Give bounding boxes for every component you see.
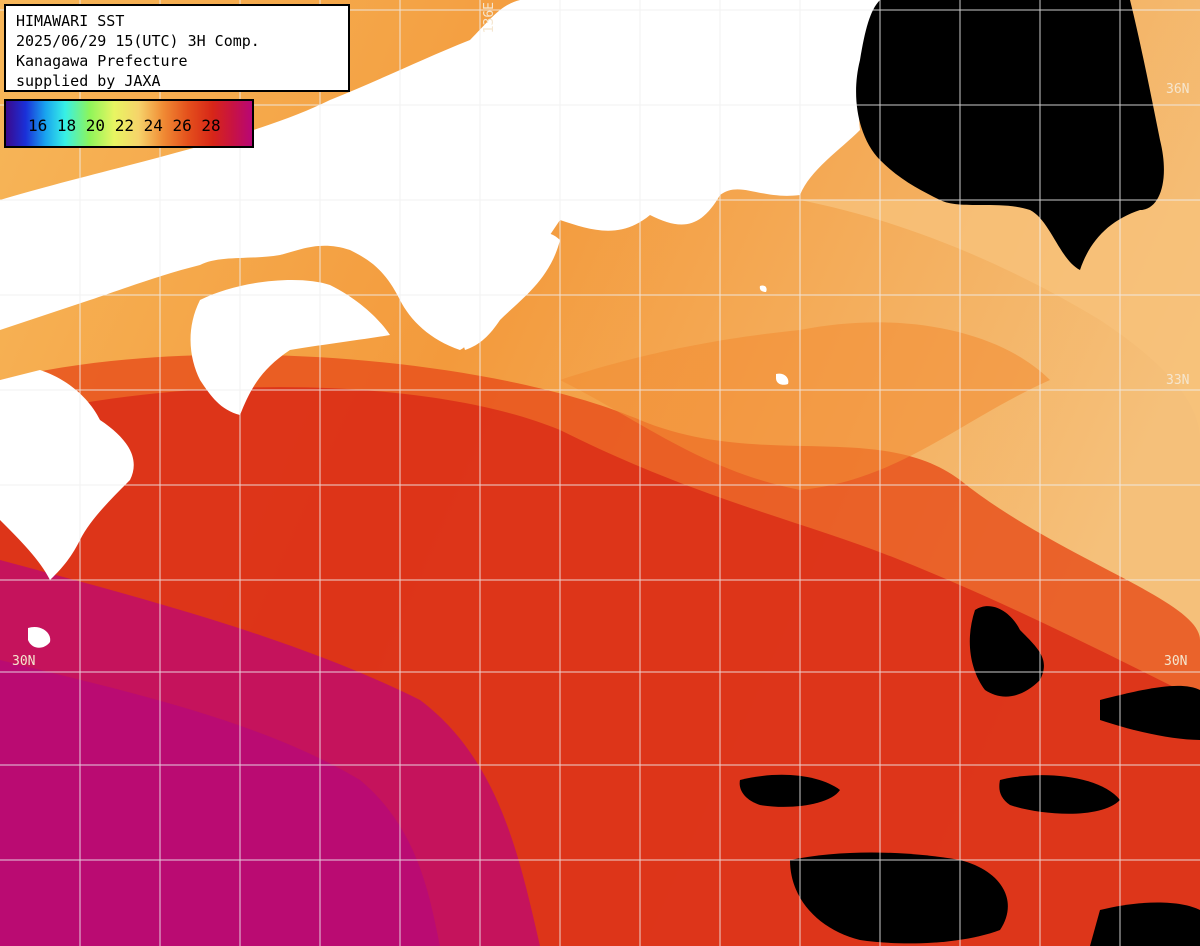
lat-label-30n-left: 30N	[12, 654, 36, 669]
cloud-e2	[1100, 685, 1200, 740]
cool-mid	[560, 322, 1050, 490]
lat-label-33n: 33N	[1166, 373, 1190, 388]
land-islet-1	[28, 626, 51, 648]
lat-label-36n: 36N	[1166, 82, 1190, 97]
title-box: HIMAWARI SST 2025/06/29 15(UTC) 3H Comp.…	[4, 4, 350, 92]
land-kyushu	[0, 370, 134, 580]
magenta-core	[0, 660, 440, 946]
cloud-s3	[739, 774, 840, 807]
land-kii	[458, 231, 560, 350]
land-islet-2	[776, 373, 789, 385]
land-islet-3	[759, 285, 767, 292]
cloud-ne	[856, 0, 1164, 270]
cool-ne	[800, 200, 1200, 440]
cloud-s2	[1090, 902, 1200, 946]
temperature-color-legend: 16 18 20 22 24 26 28	[4, 99, 254, 148]
title-line-supplier: supplied by JAXA	[16, 72, 161, 90]
lon-label-136e: 136E	[482, 2, 497, 34]
title-line-datetime: 2025/06/29 15(UTC) 3H Comp.	[16, 32, 260, 50]
cloud-e1	[969, 606, 1044, 697]
legend-tick-labels: 16 18 20 22 24 26 28	[28, 116, 221, 135]
cloud-s1	[790, 852, 1008, 944]
land-honshu	[0, 0, 880, 350]
title-line-product: HIMAWARI SST	[16, 12, 125, 30]
title-line-prefecture: Kanagawa Prefecture	[16, 52, 188, 70]
lat-label-30n-right: 30N	[1164, 654, 1188, 669]
cloud-s4	[999, 775, 1120, 814]
